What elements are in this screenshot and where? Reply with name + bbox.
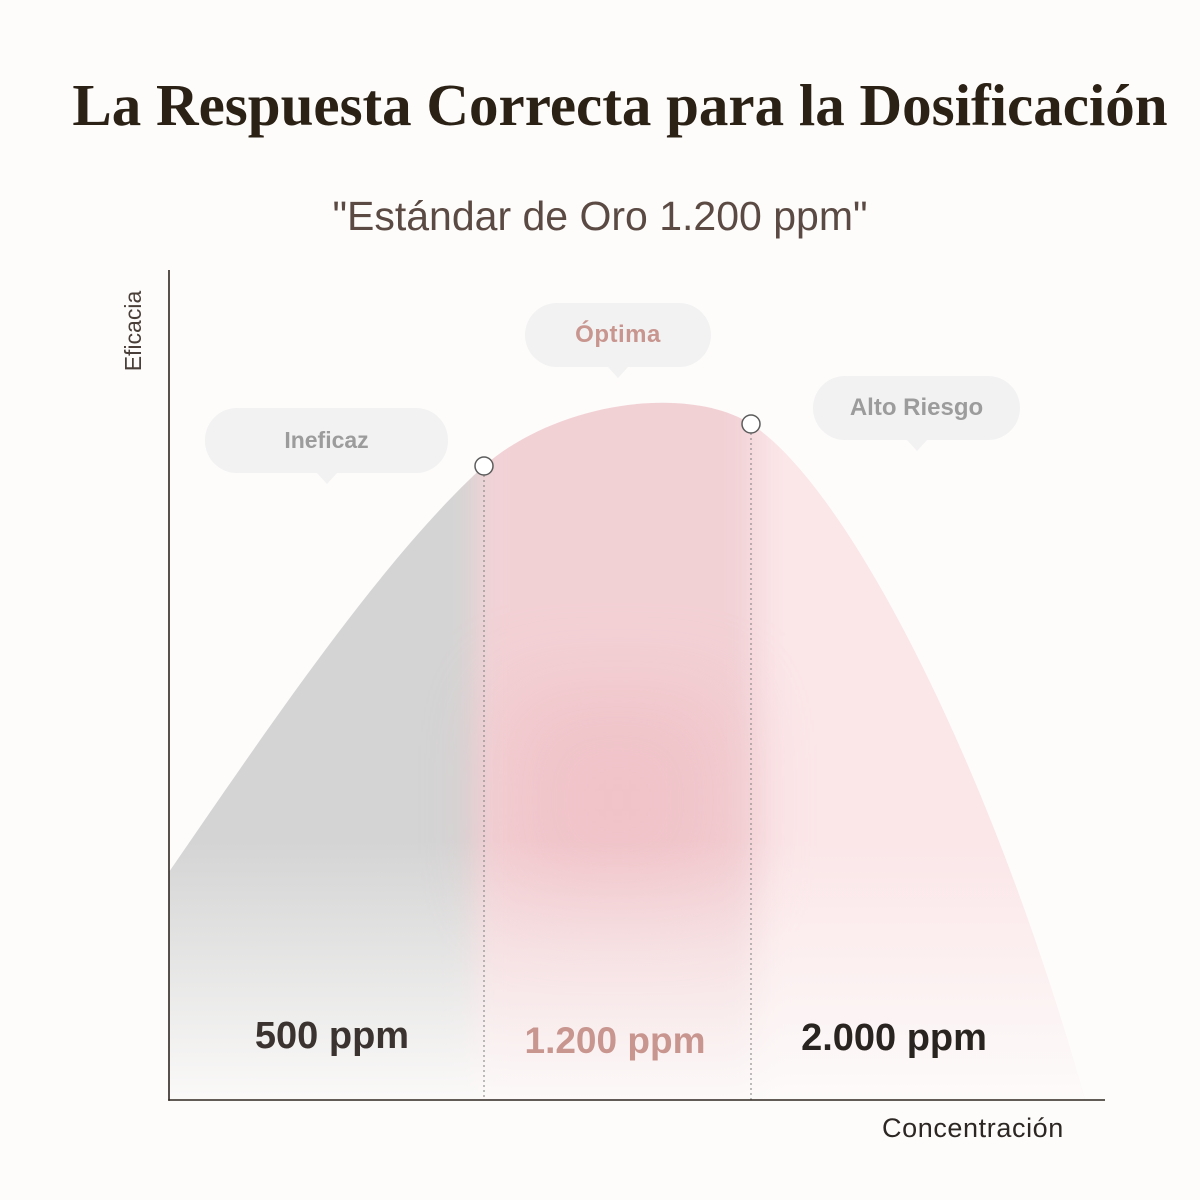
callout-pointer [906,440,927,451]
chart-subtitle: "Estándar de Oro 1.200 ppm" [332,193,868,239]
callout-label: Alto Riesgo [849,394,984,421]
callout-label: Óptima [575,321,661,348]
callout-pointer [316,473,337,484]
callout-label: Ineficaz [284,427,369,453]
zone-boundary-marker [474,456,494,476]
zone-boundary-marker [741,414,761,434]
y-axis-label: Eficacia [120,290,146,372]
curve-bottom-fade [169,830,1085,1100]
chart-title: La Respuesta Correcta para la Dosificaci… [72,72,1168,138]
callout-optima: Óptima [525,303,711,378]
x-axis-label: Concentración [882,1113,1064,1143]
callout-alto-riesgo: Alto Riesgo [813,376,1020,451]
zone-value-label-ineficaz: 500 ppm [254,1015,410,1057]
callout-pointer [608,367,628,378]
zone-value-label-alto-riesgo: 2.000 ppm [801,1017,987,1059]
zone-value-label-optima: 1.200 ppm [524,1020,706,1061]
callout-ineficaz: Ineficaz [205,408,448,484]
